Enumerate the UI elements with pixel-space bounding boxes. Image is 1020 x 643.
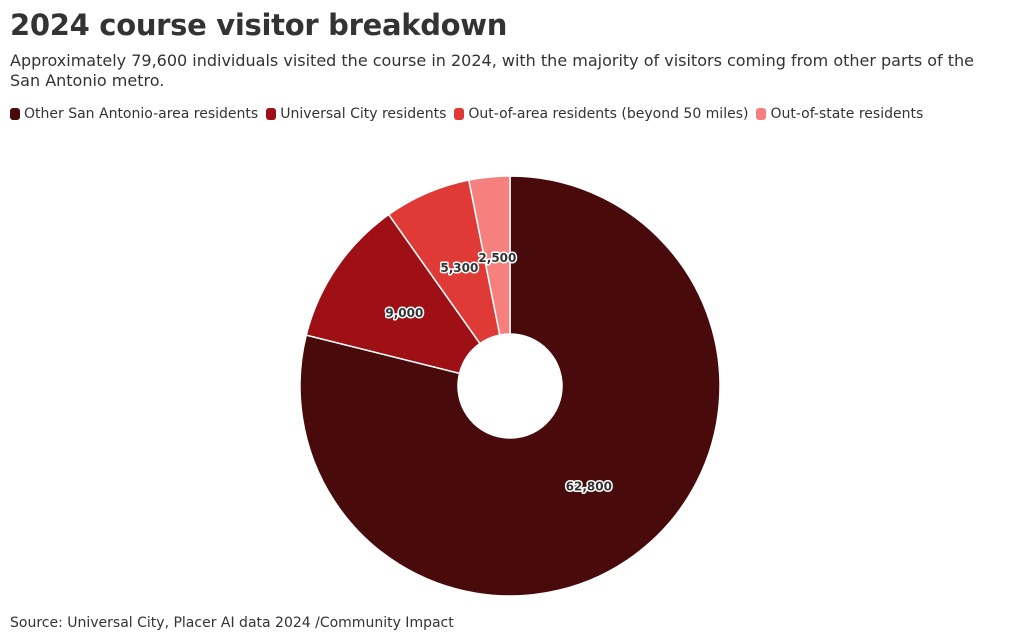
legend-swatch: [10, 108, 20, 120]
data-label: 5,300: [440, 261, 478, 275]
legend-label: Other San Antonio-area residents: [24, 106, 259, 122]
legend: Other San Antonio-area residents Universa…: [10, 106, 923, 122]
legend-item: Universal City residents: [266, 106, 446, 122]
donut-slice: [299, 175, 721, 597]
legend-swatch: [454, 108, 465, 120]
legend-label: Universal City residents: [280, 106, 447, 122]
chart-title: 2024 course visitor breakdown: [10, 8, 508, 42]
legend-label: Out-of-area residents (beyond 50 miles): [468, 106, 749, 122]
data-label: 9,000: [385, 306, 423, 320]
chart-subtitle: Approximately 79,600 individuals visited…: [10, 51, 975, 90]
donut-slice: [305, 213, 482, 375]
legend-label: Out-of-state residents: [770, 106, 924, 122]
data-label: 62,800: [566, 479, 612, 493]
legend-item: Out-of-area residents (beyond 50 miles): [454, 106, 748, 122]
source-note: Source: Universal City, Placer AI data 2…: [10, 615, 454, 631]
legend-swatch: [266, 108, 277, 120]
donut-slice: [467, 175, 511, 336]
legend-item: Out-of-state residents: [756, 106, 923, 122]
data-label: 2,500: [478, 251, 516, 265]
legend-swatch: [756, 108, 767, 120]
legend-item: Other San Antonio-area residents: [10, 106, 258, 122]
